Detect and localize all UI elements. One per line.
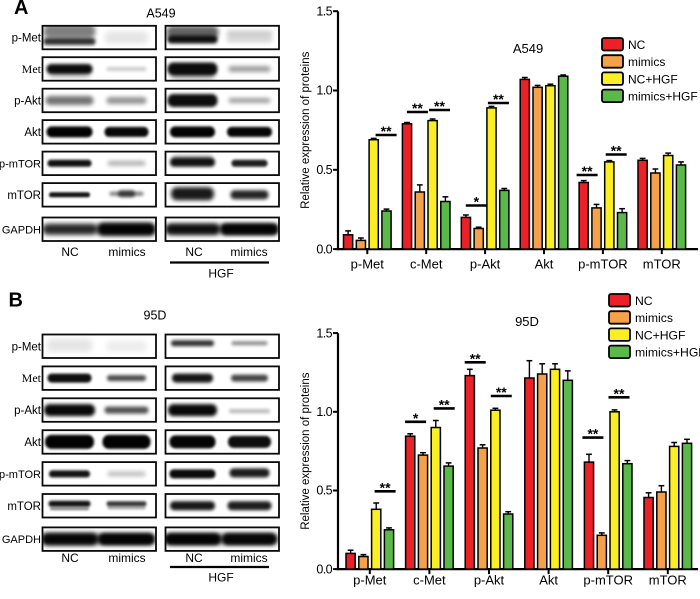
svg-text:p-Met: p-Met	[351, 257, 385, 272]
svg-text:A: A	[14, 0, 28, 19]
svg-text:**: **	[582, 163, 593, 179]
svg-text:NC: NC	[635, 294, 653, 308]
svg-text:mimics+HGF: mimics+HGF	[628, 90, 698, 104]
svg-text:mimics: mimics	[628, 55, 665, 69]
svg-text:mimics: mimics	[108, 551, 145, 565]
svg-text:**: **	[439, 396, 450, 412]
svg-text:Met: Met	[22, 371, 42, 385]
svg-text:**: **	[380, 479, 391, 495]
svg-text:Akt: Akt	[24, 127, 41, 139]
svg-text:Relative expression of protein: Relative expression of proteins	[300, 51, 312, 208]
svg-text:NC: NC	[185, 245, 203, 259]
svg-text:mTOR: mTOR	[643, 257, 681, 272]
svg-text:p-Akt: p-Akt	[474, 573, 505, 588]
svg-text:95D: 95D	[144, 309, 167, 323]
svg-text:p-Met: p-Met	[12, 341, 42, 353]
svg-text:Akt: Akt	[539, 573, 558, 588]
svg-text:p-mTOR: p-mTOR	[0, 469, 41, 481]
svg-text:Met: Met	[22, 62, 42, 76]
svg-text:p-mTOR: p-mTOR	[583, 573, 633, 588]
svg-text:mimics+HGF: mimics+HGF	[635, 346, 700, 360]
svg-text:B: B	[9, 290, 23, 312]
svg-text:0.5: 0.5	[316, 484, 332, 498]
svg-text:c-Met: c-Met	[413, 573, 446, 588]
svg-text:0.0: 0.0	[316, 562, 332, 576]
svg-text:NC: NC	[185, 551, 203, 565]
svg-text:mimics: mimics	[230, 551, 267, 565]
svg-text:**: **	[470, 350, 481, 366]
svg-text:**: **	[381, 123, 392, 139]
svg-text:GAPDH: GAPDH	[2, 534, 41, 546]
svg-text:1.5: 1.5	[316, 4, 332, 18]
svg-text:GAPDH: GAPDH	[2, 224, 41, 236]
svg-text:c-Met: c-Met	[410, 257, 443, 272]
svg-text:1.0: 1.0	[316, 405, 332, 419]
svg-text:**: **	[493, 91, 504, 107]
svg-text:*: *	[474, 194, 480, 210]
svg-text:mTOR: mTOR	[7, 190, 41, 202]
svg-text:p-Met: p-Met	[12, 33, 42, 45]
svg-text:NC+HGF: NC+HGF	[628, 72, 678, 86]
svg-text:*: *	[413, 410, 419, 426]
svg-text:mimics: mimics	[635, 311, 673, 325]
svg-text:mTOR: mTOR	[7, 501, 41, 513]
svg-text:NC: NC	[61, 245, 79, 259]
svg-text:1.5: 1.5	[316, 326, 332, 340]
svg-text:0.5: 0.5	[316, 163, 332, 177]
svg-text:Relative expression of protein: Relative expression of proteins	[300, 372, 312, 529]
svg-text:p-Akt: p-Akt	[14, 405, 42, 417]
svg-text:NC: NC	[61, 551, 79, 565]
svg-text:**: **	[587, 426, 598, 442]
svg-text:mimics: mimics	[230, 245, 267, 259]
svg-text:mimics: mimics	[108, 245, 145, 259]
svg-text:A549: A549	[146, 7, 175, 21]
svg-text:Akt: Akt	[535, 257, 554, 272]
svg-text:NC+HGF: NC+HGF	[635, 328, 685, 342]
svg-text:p-mTOR: p-mTOR	[0, 158, 41, 170]
svg-text:HGF: HGF	[208, 571, 233, 585]
svg-text:p-Akt: p-Akt	[470, 257, 501, 272]
svg-text:1.0: 1.0	[316, 84, 332, 98]
svg-text:**: **	[611, 143, 622, 159]
svg-text:p-Met: p-Met	[353, 573, 387, 588]
svg-text:A549: A549	[513, 41, 543, 56]
svg-text:**: **	[412, 100, 423, 116]
svg-text:**: **	[434, 98, 445, 114]
svg-text:HGF: HGF	[208, 267, 233, 281]
svg-text:0.0: 0.0	[316, 242, 332, 256]
svg-text:mTOR: mTOR	[649, 573, 687, 588]
svg-text:**: **	[496, 384, 507, 400]
svg-text:95D: 95D	[515, 314, 539, 329]
svg-text:p-mTOR: p-mTOR	[578, 257, 628, 272]
svg-text:**: **	[614, 385, 625, 401]
svg-text:p-Akt: p-Akt	[14, 95, 42, 107]
svg-text:NC: NC	[628, 38, 646, 52]
svg-text:Akt: Akt	[24, 437, 41, 449]
